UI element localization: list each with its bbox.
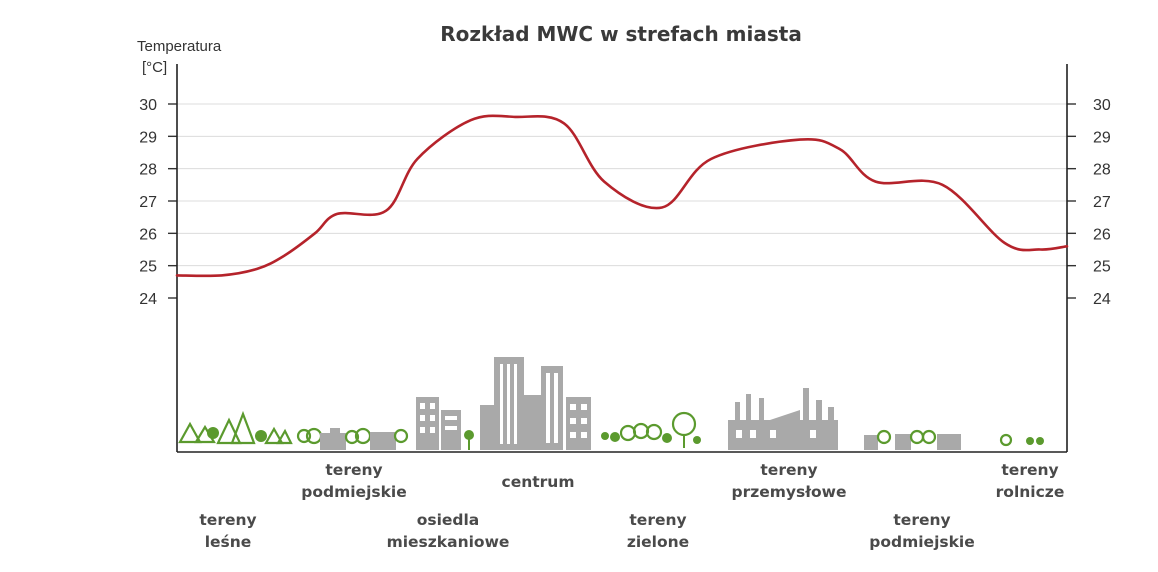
temperature-curve [175,114,1069,278]
zone-label: tereny podmiejskie [301,461,407,501]
zone-label: tereny rolnicze [996,461,1065,501]
zone-label: tereny zielone [627,511,689,551]
y-tick-label-left: 25 [139,259,157,276]
y-tick-label-left: 28 [139,162,157,179]
y-axis-label-line-1: Temperatura [137,38,222,55]
y-tick-label-right: 29 [1093,129,1111,146]
suburban-houses-icon [296,427,409,450]
zone-labels: tereny leśne tereny podmiejskie osiedla miesz… [199,461,1064,551]
y-tick-label-left: 26 [139,226,157,243]
residential-blocks-icon [416,397,474,450]
y-tick-label-left: 30 [139,97,157,114]
y-tick-label-right: 24 [1093,291,1111,308]
industrial-factory-icon [728,388,838,450]
y-tick-label-right: 26 [1093,226,1111,243]
chart-title: Rozkład MWC w strefach miasta [440,22,802,46]
farmland-trees-icon [999,433,1044,447]
suburban-houses-icon-2 [864,429,961,450]
zone-label: osiedla mieszkaniowe [387,511,510,551]
zone-label: tereny leśne [199,511,256,551]
y-tick-label-right: 28 [1093,162,1111,179]
zone-label: tereny przemysłowe [732,461,847,501]
y-tick-label-right: 30 [1093,97,1111,114]
zone-label: tereny podmiejskie [869,511,975,551]
green-areas-trees-icon [601,411,701,448]
y-axis-label-line-2: [°C] [142,59,167,76]
y-tick-label-left: 27 [139,194,157,211]
forest-trees-icon [178,410,293,445]
y-tick-label-left: 24 [139,291,157,308]
zone-label: centrum [502,473,575,491]
y-ticks-left: 30 29 28 27 26 25 24 [139,97,177,308]
y-tick-label-right: 25 [1093,259,1111,276]
city-center-skyscrapers-icon [480,357,591,450]
y-ticks-right: 30 29 28 27 26 25 24 [1067,97,1111,308]
y-tick-label-left: 29 [139,129,157,146]
y-tick-label-right: 27 [1093,194,1111,211]
grid [177,103,1067,267]
